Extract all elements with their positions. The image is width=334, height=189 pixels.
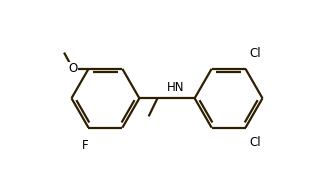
Text: Cl: Cl xyxy=(249,47,261,60)
Text: HN: HN xyxy=(167,81,184,94)
Text: F: F xyxy=(81,139,88,152)
Text: O: O xyxy=(68,62,77,75)
Text: Cl: Cl xyxy=(249,136,261,149)
